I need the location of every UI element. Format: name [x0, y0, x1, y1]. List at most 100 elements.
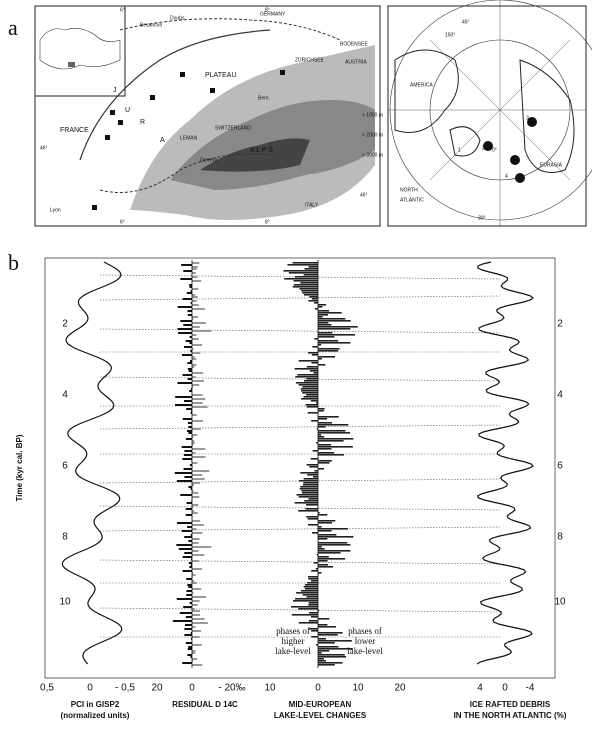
lake-bar: [293, 284, 318, 286]
lake-bar: [318, 446, 353, 448]
lake-bar: [306, 406, 318, 408]
lake-bar: [318, 408, 325, 410]
residual-bar: [190, 360, 192, 362]
lake-bar: [307, 576, 318, 578]
lake-bar: [318, 336, 335, 338]
residual-bar: [180, 494, 192, 496]
residual-bar: [184, 400, 192, 402]
map-label: A: [160, 137, 165, 144]
residual-bar: [192, 618, 205, 620]
residual-bar: [192, 542, 199, 544]
lake-bar: [318, 530, 332, 532]
lake-bar: [296, 592, 318, 594]
lake-bar: [302, 484, 318, 486]
map-label: > 2000 m: [362, 132, 383, 138]
lake-bar: [318, 662, 343, 664]
x-tick-label: 20: [394, 683, 406, 694]
residual-bar: [180, 320, 192, 322]
lake-bar: [318, 652, 322, 654]
lake-bar: [308, 602, 318, 604]
map-label: 46°: [360, 192, 368, 198]
lake-bar: [301, 490, 318, 492]
residual-bar: [187, 362, 192, 364]
map-label: Besancon: [140, 22, 162, 28]
residual-bar: [185, 616, 192, 618]
y-tick-label: 10: [554, 597, 566, 608]
lake-bar: [310, 616, 318, 618]
residual-bar: [184, 536, 192, 538]
column-title: LAKE-LEVEL CHANGES: [274, 711, 367, 720]
lake-bar: [307, 582, 318, 584]
map-label: ATLANTIC: [400, 197, 424, 203]
residual-bar: [187, 526, 192, 528]
lake-bar: [318, 306, 323, 308]
lake-bar: [318, 556, 329, 558]
residual-bar: [192, 520, 201, 522]
lake-bar: [318, 320, 351, 322]
y-tick-label: 2: [557, 319, 563, 330]
lake-bar: [316, 554, 318, 556]
residual-bar: [188, 426, 192, 428]
residual-bar: [192, 528, 197, 530]
residual-bar: [183, 324, 192, 326]
lake-bar: [294, 368, 318, 370]
correlation-line: [99, 607, 501, 613]
lake-bar: [318, 422, 333, 424]
lake-bar: [301, 492, 318, 494]
lake-bar: [318, 528, 348, 530]
lake-bar: [318, 314, 329, 316]
map-label: FRANCE: [60, 127, 89, 134]
lake-bar: [318, 626, 337, 628]
residual-bar: [192, 304, 199, 306]
y-tick-label: 2: [62, 319, 68, 330]
lake-bar: [318, 350, 339, 352]
lake-bar: [318, 558, 346, 560]
lake-bar: [298, 384, 318, 386]
residual-bar: [192, 402, 203, 404]
lake-bar: [311, 354, 318, 356]
residual-bar: [185, 438, 192, 440]
lake-bar: [318, 454, 344, 456]
residual-bar: [182, 556, 192, 558]
residual-bar: [192, 294, 196, 296]
lake-bar: [312, 532, 318, 534]
lake-bar: [302, 392, 318, 394]
map-label: AUSTRIA: [345, 59, 367, 65]
lake-bar: [318, 322, 329, 324]
lake-bar: [303, 482, 318, 484]
lake-bar: [318, 462, 330, 464]
lake-bar: [318, 648, 353, 650]
residual-bar: [192, 622, 209, 624]
correlation-line: [99, 376, 501, 382]
lake-bar: [318, 550, 351, 552]
lake-bar: [318, 618, 330, 620]
lake-bar: [312, 346, 318, 348]
lake-bar: [311, 630, 318, 632]
lake-bar: [305, 504, 318, 506]
lake-bar: [318, 634, 338, 636]
residual-bar: [192, 614, 201, 616]
map-label: PLATEAU: [205, 72, 236, 79]
map-label: 46°: [40, 145, 48, 151]
lake-bar: [318, 536, 354, 538]
residual-bar: [184, 346, 192, 348]
lake-bar: [318, 514, 328, 516]
lake-bar: [301, 290, 318, 292]
residual-bar: [192, 380, 204, 382]
lake-bar: [318, 522, 333, 524]
residual-bar: [175, 396, 192, 398]
lake-bar: [306, 394, 318, 396]
residual-bar: [185, 642, 192, 644]
lake-bar: [318, 328, 351, 330]
map-label: 4: [505, 173, 508, 179]
x-tick-label: 0: [315, 683, 321, 694]
residual-bar: [186, 502, 192, 504]
map-label: R: [140, 119, 145, 126]
residual-bar: [181, 446, 192, 448]
map-label: 2: [482, 145, 485, 151]
lake-bar: [306, 464, 318, 466]
plot-frame: [44, 257, 556, 679]
residual-bar: [192, 608, 195, 610]
residual-bar: [177, 522, 192, 524]
x-tick-label: 0: [502, 683, 508, 694]
